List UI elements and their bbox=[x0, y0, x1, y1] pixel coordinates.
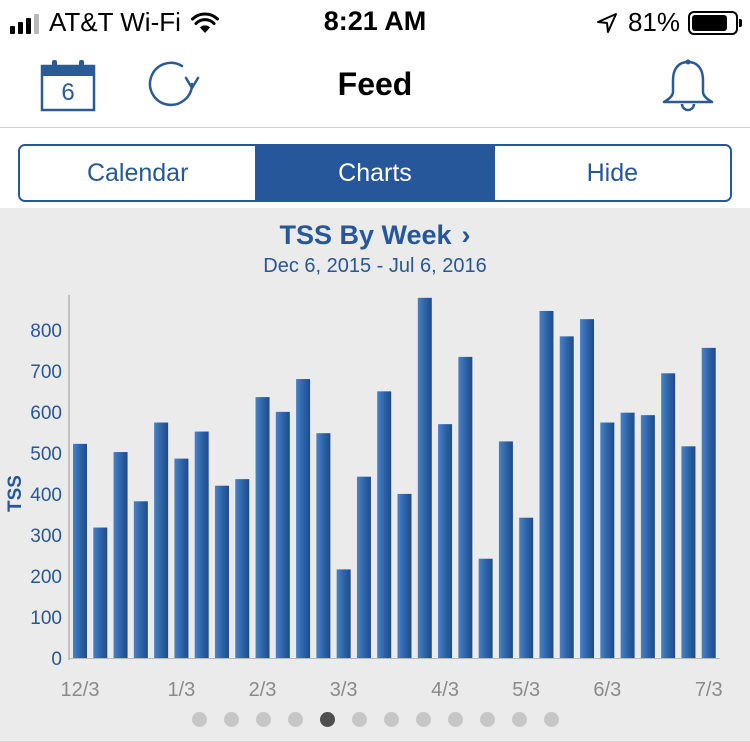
tss-bar[interactable] bbox=[316, 433, 331, 658]
bell-icon bbox=[662, 59, 714, 112]
page-dot[interactable] bbox=[543, 712, 559, 727]
notifications-button[interactable] bbox=[660, 58, 716, 112]
y-tick-label: 600 bbox=[30, 403, 62, 424]
tss-bar[interactable] bbox=[235, 479, 250, 658]
chart-title: TSS By Week bbox=[279, 220, 452, 250]
status-bar-left: AT&T Wi-Fi bbox=[10, 7, 219, 38]
signal-strength-icon bbox=[10, 12, 39, 34]
view-segmented-control: Calendar Charts Hide bbox=[18, 144, 732, 202]
y-tick-label: 800 bbox=[30, 321, 62, 342]
y-tick-label: 700 bbox=[30, 362, 62, 383]
tss-bar[interactable] bbox=[73, 443, 87, 658]
tss-bar[interactable] bbox=[214, 485, 229, 658]
y-tick-label: 500 bbox=[30, 444, 62, 465]
y-tick-label: 100 bbox=[30, 608, 62, 629]
page-indicator[interactable] bbox=[0, 712, 750, 727]
calendar-icon bbox=[40, 60, 96, 112]
page-dot[interactable] bbox=[287, 712, 303, 727]
y-tick-label: 400 bbox=[30, 485, 62, 506]
tss-bar[interactable] bbox=[133, 501, 148, 658]
segment-hide[interactable]: Hide bbox=[492, 146, 730, 200]
tss-bar[interactable] bbox=[194, 431, 209, 658]
x-tick-label: 3/3 bbox=[330, 679, 358, 701]
y-tick-label: 0 bbox=[51, 649, 62, 670]
page-dot[interactable] bbox=[383, 712, 399, 727]
tss-bar[interactable] bbox=[296, 379, 311, 658]
battery-percent: 81% bbox=[627, 7, 680, 37]
page-title: Feed bbox=[337, 66, 413, 102]
tss-bar[interactable] bbox=[93, 527, 108, 658]
tss-bar[interactable] bbox=[336, 569, 351, 658]
battery-icon bbox=[688, 10, 742, 35]
tss-bar[interactable] bbox=[559, 336, 574, 658]
nav-bar: 6 Feed bbox=[0, 40, 750, 128]
refresh-icon bbox=[148, 61, 200, 107]
tss-bar[interactable] bbox=[113, 452, 128, 658]
tss-bar[interactable] bbox=[174, 458, 189, 658]
x-tick-label: 5/3 bbox=[512, 679, 540, 701]
chart-panel: TSS By Week › Dec 6, 2015 - Jul 6, 2016 0… bbox=[0, 208, 750, 742]
tss-bar[interactable] bbox=[701, 347, 716, 658]
y-tick-label: 300 bbox=[30, 526, 62, 547]
tss-bar[interactable] bbox=[580, 319, 595, 658]
y-axis-label: TSS bbox=[5, 475, 26, 512]
tss-bar[interactable] bbox=[397, 493, 412, 658]
chart-title-link[interactable]: TSS By Week › bbox=[0, 220, 750, 251]
page-dot[interactable] bbox=[255, 712, 271, 727]
x-tick-label: 6/3 bbox=[593, 679, 621, 701]
x-tick-label: 2/3 bbox=[249, 679, 277, 701]
carrier-label: AT&T Wi-Fi bbox=[49, 7, 181, 37]
tss-bar[interactable] bbox=[417, 297, 432, 658]
tss-bar[interactable] bbox=[620, 412, 635, 658]
page-dot-active[interactable] bbox=[319, 712, 335, 727]
tss-bar[interactable] bbox=[640, 415, 655, 658]
tss-bar[interactable] bbox=[681, 446, 696, 658]
page-dot[interactable] bbox=[351, 712, 367, 727]
tss-bar[interactable] bbox=[498, 441, 513, 658]
segment-charts[interactable]: Charts bbox=[255, 146, 493, 200]
segment-calendar[interactable]: Calendar bbox=[20, 146, 256, 200]
calendar-button[interactable]: 6 bbox=[40, 58, 96, 112]
page-dot[interactable] bbox=[415, 712, 431, 727]
location-arrow-icon bbox=[596, 12, 617, 33]
tss-bar[interactable] bbox=[275, 411, 290, 658]
tss-bar[interactable] bbox=[154, 422, 169, 658]
tss-bar[interactable] bbox=[519, 517, 534, 658]
status-time: 8:21 AM bbox=[323, 6, 427, 36]
tss-bar[interactable] bbox=[377, 391, 392, 658]
wifi-icon bbox=[190, 11, 219, 33]
tss-bar[interactable] bbox=[458, 356, 473, 658]
tss-bar[interactable] bbox=[661, 373, 676, 658]
refresh-button[interactable] bbox=[142, 58, 200, 110]
x-tick-label: 4/3 bbox=[431, 679, 459, 701]
x-tick-label: 12/3 bbox=[61, 679, 100, 701]
tss-bar[interactable] bbox=[478, 558, 493, 658]
page-dot[interactable] bbox=[479, 712, 495, 727]
status-bar: AT&T Wi-Fi 8:21 AM 81% bbox=[0, 0, 750, 40]
page-dot[interactable] bbox=[511, 712, 527, 727]
page-dot[interactable] bbox=[223, 712, 239, 727]
y-tick-label: 200 bbox=[30, 567, 62, 588]
calendar-day-number: 6 bbox=[61, 79, 75, 106]
tss-bar[interactable] bbox=[255, 397, 270, 658]
page-dot[interactable] bbox=[447, 712, 463, 727]
tss-bar[interactable] bbox=[356, 476, 371, 658]
tss-bar[interactable] bbox=[600, 422, 615, 658]
chevron-right-icon: › bbox=[461, 220, 471, 250]
tss-bar[interactable] bbox=[539, 310, 554, 658]
tss-bar-chart[interactable]: 0 100 200 300 400 500 600 700 800 TSS 12/3 1/3 2/3 3… bbox=[0, 208, 750, 742]
x-tick-label: 7/3 bbox=[695, 679, 723, 701]
page-dot[interactable] bbox=[191, 712, 207, 727]
x-tick-label: 1/3 bbox=[168, 679, 196, 701]
status-bar-right: 81% bbox=[596, 7, 742, 38]
chart-date-range: Dec 6, 2015 - Jul 6, 2016 bbox=[263, 255, 487, 277]
tss-bar[interactable] bbox=[438, 424, 453, 658]
